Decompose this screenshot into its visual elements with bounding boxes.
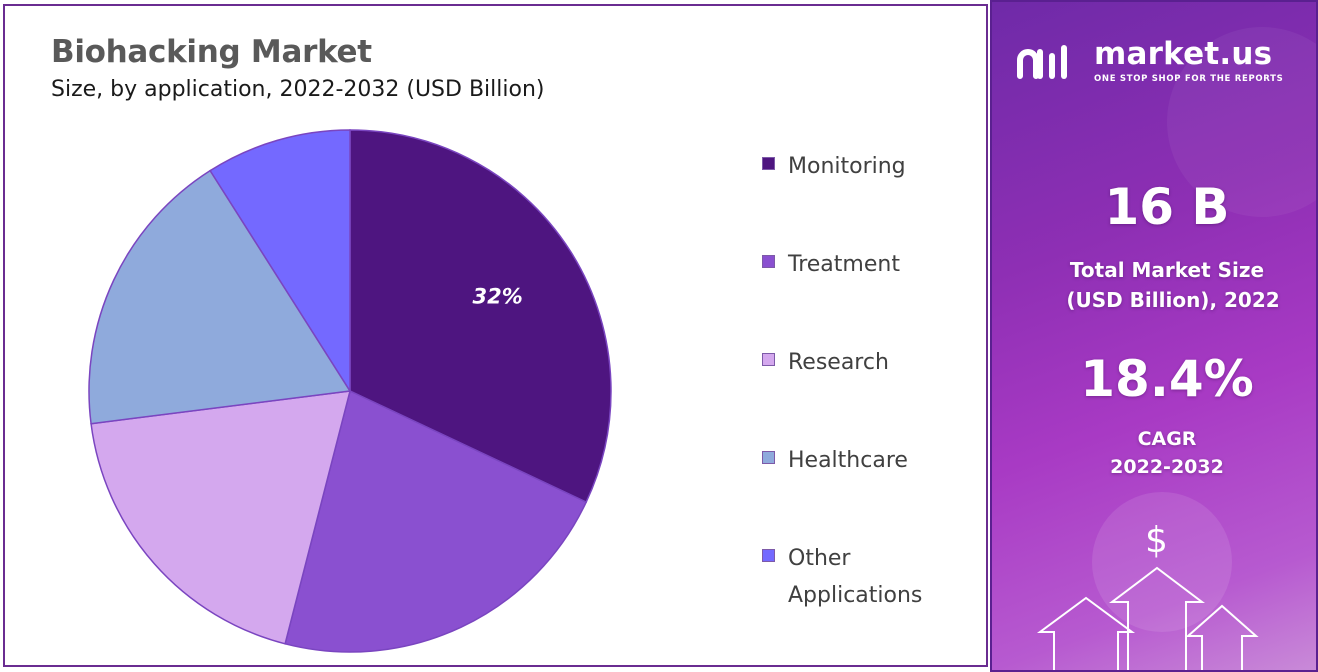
brand-tagline: ONE STOP SHOP FOR THE REPORTS xyxy=(1094,74,1284,84)
pie-slice-other-applications xyxy=(209,129,351,394)
market-us-logo-icon xyxy=(1017,45,1067,79)
brand-name: market.us xyxy=(1094,36,1273,72)
legend-swatch xyxy=(762,549,775,562)
chart-title: Biohacking Market xyxy=(51,34,372,70)
legend-swatch xyxy=(762,451,775,464)
legend-label: Treatment xyxy=(788,252,900,277)
chart-panel: Biohacking Market Size, by application, … xyxy=(3,4,988,667)
legend-swatch xyxy=(762,157,775,170)
legend-label: Monitoring xyxy=(788,154,906,179)
cagr-value: 18.4% xyxy=(1080,350,1254,408)
legend-label: Other Applications xyxy=(788,546,923,608)
legend-label: Healthcare xyxy=(788,448,908,473)
legend-swatch xyxy=(762,353,775,366)
pie-slice-monitoring xyxy=(349,129,612,504)
market-size-label-line1: Total Market Size xyxy=(1069,258,1265,282)
pie-slice-research xyxy=(90,390,352,645)
market-size-value: 16 B xyxy=(1104,178,1230,236)
side-panel: market.us ONE STOP SHOP FOR THE REPORTS … xyxy=(990,0,1318,672)
cagr-label-line2: 2022-2032 xyxy=(1110,456,1224,478)
growth-arrows-decoration xyxy=(1036,27,1316,670)
pie-slice-healthcare xyxy=(88,169,352,425)
pie-chart: 32% xyxy=(88,129,612,653)
chart-subtitle: Size, by application, 2022-2032 (USD Bil… xyxy=(51,77,545,102)
legend-swatch xyxy=(762,255,775,268)
market-size-label-line2: (USD Billion), 2022 xyxy=(1066,288,1280,312)
pie-slice-label: 32% xyxy=(473,284,523,308)
dollar-icon: $ xyxy=(1145,520,1168,561)
legend-label: Research xyxy=(788,350,889,375)
cagr-label-line1: CAGR xyxy=(1137,428,1197,450)
pie-slice-treatment xyxy=(284,389,588,653)
